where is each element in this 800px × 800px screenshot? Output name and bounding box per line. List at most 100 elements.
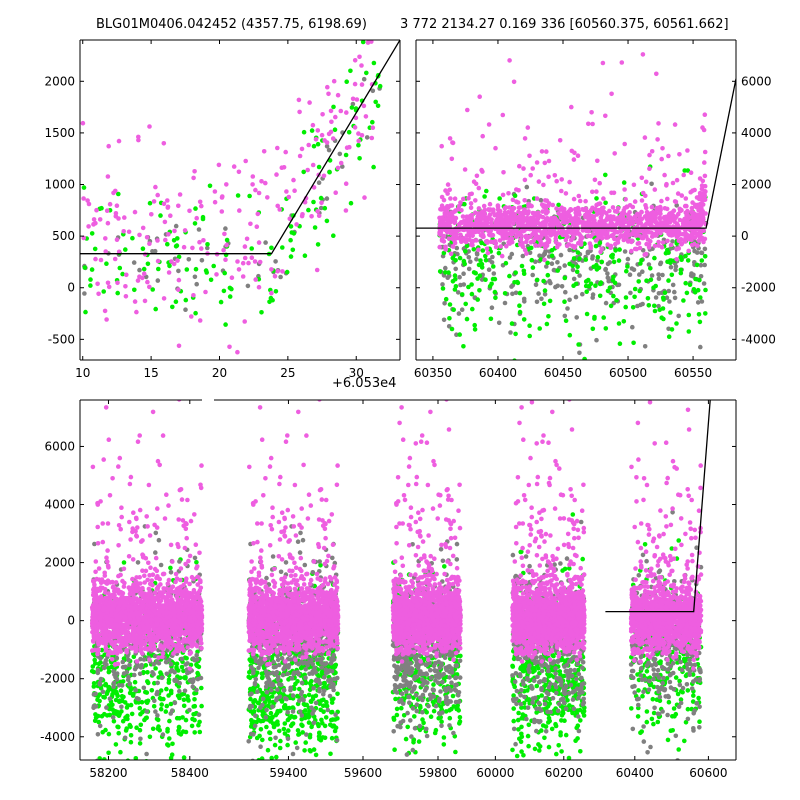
y-tick-label: 1500 — [44, 126, 75, 140]
data-point-magenta — [197, 199, 203, 205]
data-point-green — [666, 334, 672, 340]
data-point-green — [97, 756, 102, 760]
data-point-magenta — [95, 632, 101, 637]
data-point-magenta — [690, 233, 695, 239]
data-point-green — [513, 331, 518, 337]
data-point-green — [370, 119, 375, 125]
data-point-green — [83, 309, 88, 315]
data-point-magenta — [605, 235, 610, 240]
data-point-green — [92, 657, 97, 663]
data-point-magenta — [510, 221, 516, 226]
data-point-magenta — [121, 584, 127, 589]
data-point-gray — [567, 297, 572, 303]
data-point-gray — [194, 657, 200, 662]
data-point-magenta — [257, 259, 263, 265]
data-point-magenta — [335, 165, 341, 171]
y-tick-label: 500 — [52, 229, 75, 243]
data-point-green — [549, 253, 555, 258]
data-point-magenta — [682, 239, 688, 244]
data-point-green — [113, 742, 119, 747]
data-point-magenta — [679, 241, 684, 247]
data-point-magenta — [171, 651, 176, 656]
data-point-gray — [114, 655, 120, 661]
data-point-gray — [154, 659, 160, 664]
data-point-magenta — [569, 148, 575, 154]
data-point-magenta — [115, 280, 120, 286]
data-point-magenta — [443, 247, 449, 252]
data-point-gray — [605, 275, 611, 281]
x-tick-label: 10 — [75, 366, 90, 380]
data-point-green — [583, 257, 589, 262]
data-point-magenta — [652, 187, 658, 192]
data-point-gray — [278, 274, 283, 280]
data-point-green — [590, 326, 596, 332]
data-point-magenta — [664, 183, 669, 188]
data-point-magenta — [542, 160, 548, 166]
data-point-green — [204, 270, 209, 275]
data-point-green — [473, 270, 479, 276]
data-point-magenta — [537, 214, 542, 219]
data-point-magenta — [546, 158, 552, 164]
data-point-magenta — [447, 220, 452, 226]
data-point-magenta — [441, 239, 447, 244]
data-point-magenta — [629, 248, 634, 254]
data-point-green — [183, 297, 189, 303]
data-point-gray — [553, 284, 558, 290]
data-point-green — [490, 276, 496, 282]
data-point-gray — [167, 657, 172, 663]
data-point-gray — [111, 680, 117, 686]
data-point-magenta — [592, 218, 597, 223]
data-point-magenta — [140, 225, 146, 231]
data-point-magenta — [597, 232, 603, 238]
data-point-green — [147, 734, 153, 740]
x-tick-label: 15 — [143, 366, 158, 380]
data-point-gray — [455, 251, 460, 257]
data-point-gray — [155, 278, 161, 283]
data-point-green — [318, 195, 324, 201]
data-point-magenta — [231, 164, 237, 169]
data-point-magenta — [134, 575, 139, 580]
data-point-green — [176, 728, 181, 733]
data-point-magenta — [439, 207, 445, 212]
data-point-green — [624, 268, 629, 274]
model-line — [80, 40, 400, 255]
data-point-magenta — [542, 228, 547, 233]
data-point-green — [469, 291, 475, 297]
data-point-green — [517, 309, 523, 315]
data-point-green — [235, 193, 241, 198]
data-point-magenta — [277, 207, 283, 212]
data-point-magenta — [672, 219, 677, 224]
data-point-gray — [666, 326, 671, 332]
data-point-green — [556, 202, 561, 208]
data-point-magenta — [94, 576, 99, 582]
data-point-magenta — [586, 121, 591, 127]
data-point-magenta — [622, 141, 627, 147]
data-point-magenta — [689, 205, 695, 211]
data-point-gray — [121, 671, 127, 676]
data-point-magenta — [124, 272, 129, 278]
data-point-green — [632, 294, 637, 300]
x-tick-label: 60550 — [674, 366, 712, 380]
data-point-magenta — [86, 224, 91, 229]
data-point-green — [181, 755, 187, 760]
data-point-magenta — [467, 192, 473, 197]
data-point-magenta — [656, 205, 661, 211]
data-point-green — [482, 194, 487, 199]
data-point-magenta — [133, 515, 139, 521]
data-point-magenta — [474, 217, 479, 223]
data-point-gray — [153, 530, 159, 536]
data-point-green — [349, 105, 355, 110]
data-point-green — [163, 709, 169, 714]
top-right-title: 3 772 2134.27 0.169 336 [60560.375, 6056… — [400, 17, 729, 32]
data-point-green — [466, 284, 471, 290]
data-point-green — [200, 216, 206, 222]
data-point-magenta — [660, 240, 666, 245]
data-point-magenta — [107, 201, 113, 207]
data-point-green — [631, 340, 636, 346]
data-point-gray — [656, 291, 662, 296]
data-point-magenta — [236, 267, 242, 272]
data-point-magenta — [155, 458, 161, 464]
data-point-magenta — [586, 221, 591, 227]
data-point-magenta — [249, 255, 255, 260]
